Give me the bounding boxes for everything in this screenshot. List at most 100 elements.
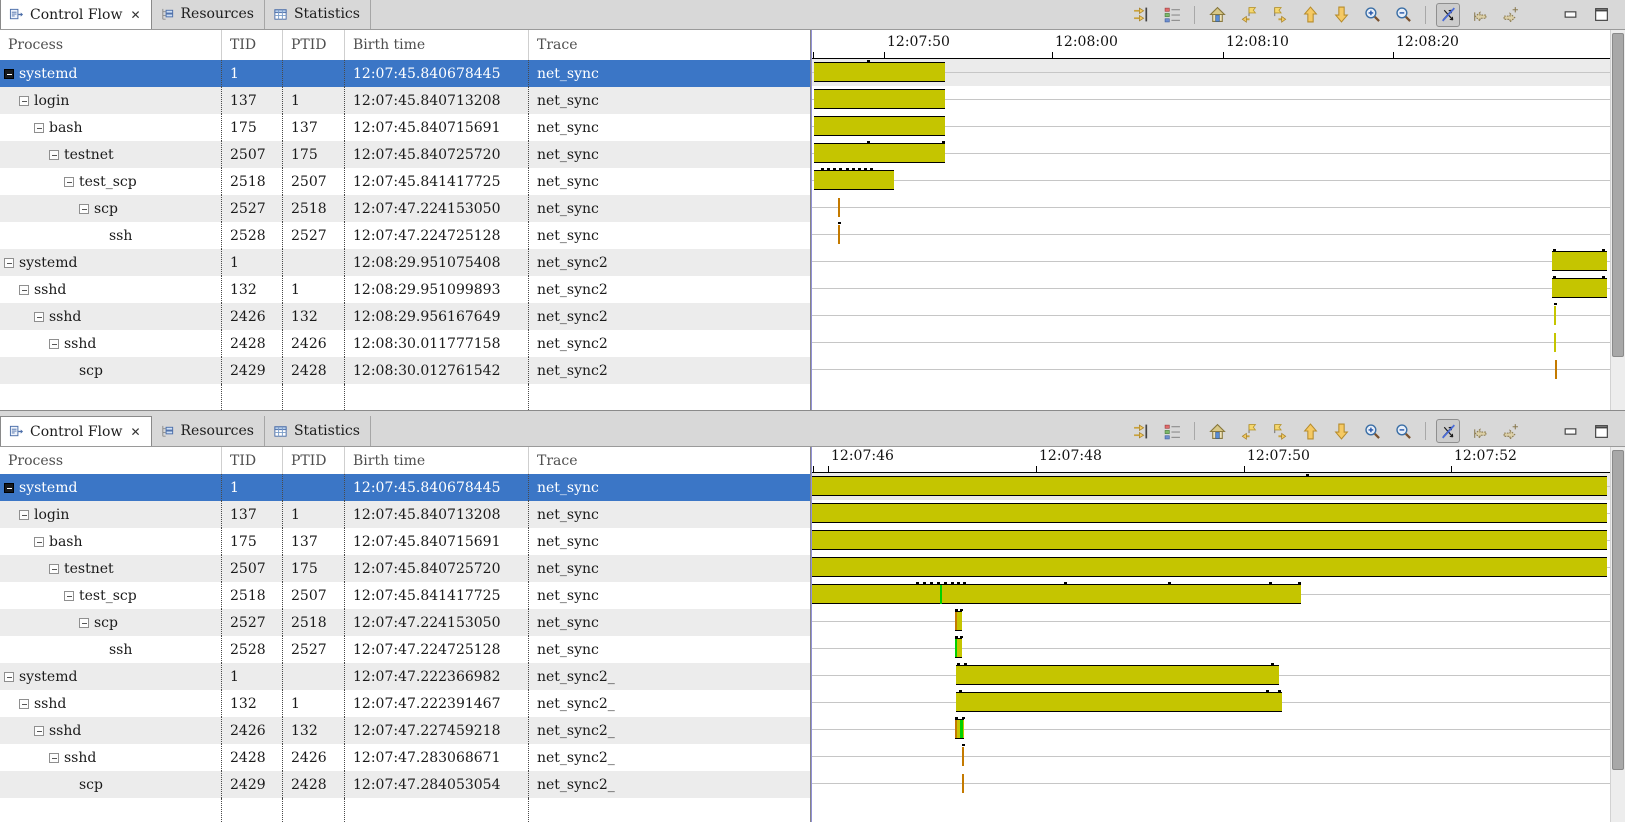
header-birth-time[interactable]: Birth time [345, 447, 529, 474]
collapse-toggle-icon[interactable] [49, 752, 59, 763]
short-state-mark[interactable] [1554, 306, 1556, 325]
state-bar[interactable] [1552, 251, 1607, 271]
table-row[interactable]: systemd 1 12:07:47.222366982 net_sync2_ [0, 663, 810, 690]
tab-statistics[interactable]: Statistics [265, 416, 371, 446]
tab-control-flow[interactable]: Control Flow ✕ [0, 0, 152, 29]
minimize-icon[interactable] [1558, 419, 1582, 443]
table-row[interactable]: ssh 2528 2527 12:07:47.224725128 net_sync [0, 222, 810, 249]
collapse-toggle-icon[interactable] [34, 122, 44, 133]
home-icon[interactable] [1205, 419, 1229, 443]
table-row[interactable]: sshd 132 1 12:08:29.951099893 net_sync2 [0, 276, 810, 303]
collapse-toggle-icon[interactable] [19, 284, 29, 295]
state-bar[interactable] [955, 719, 964, 739]
table-row[interactable]: scp 2527 2518 12:07:47.224153050 net_sync [0, 609, 810, 636]
table-row[interactable]: sshd 2428 2426 12:07:47.283068671 net_sync2_ [0, 744, 810, 771]
state-bar[interactable] [812, 584, 1301, 604]
up-arrow-icon[interactable] [1298, 3, 1322, 27]
header-ptid[interactable]: PTID [283, 30, 345, 60]
state-bar[interactable] [812, 557, 1607, 577]
up-arrow-icon[interactable] [1298, 419, 1322, 443]
table-row[interactable]: systemd 1 12:08:29.951075408 net_sync2 [0, 249, 810, 276]
state-bar[interactable] [812, 530, 1607, 550]
table-row[interactable]: testnet 2507 175 12:07:45.840725720 net_sync [0, 141, 810, 168]
table-row[interactable]: testnet 2507 175 12:07:45.840725720 net_sync [0, 555, 810, 582]
state-bar[interactable] [814, 116, 945, 136]
state-bar[interactable] [814, 143, 945, 163]
down-arrow-icon[interactable] [1329, 419, 1353, 443]
scrollbar-thumb[interactable] [1612, 33, 1624, 357]
header-trace[interactable]: Trace [537, 37, 578, 53]
home-icon[interactable] [1205, 3, 1229, 27]
table-row[interactable]: bash 175 137 12:07:45.840715691 net_sync [0, 114, 810, 141]
collapse-toggle-icon[interactable] [34, 311, 44, 322]
zoom-out-icon[interactable] [1391, 419, 1415, 443]
table-row[interactable]: bash 175 137 12:07:45.840715691 net_sync [0, 528, 810, 555]
optimize-icon[interactable] [1129, 3, 1153, 27]
close-icon[interactable]: ✕ [130, 424, 141, 439]
next-marker-icon[interactable] [1267, 419, 1291, 443]
collapse-toggle-icon[interactable] [19, 698, 29, 709]
header-tid[interactable]: TID [222, 30, 283, 60]
state-bar[interactable] [814, 170, 894, 190]
short-state-mark[interactable] [962, 747, 964, 766]
maximize-icon[interactable] [1589, 3, 1613, 27]
table-row[interactable]: test_scp 2518 2507 12:07:45.841417725 net_sy… [0, 168, 810, 195]
short-state-mark[interactable] [838, 198, 840, 217]
header-process[interactable]: Process [0, 447, 222, 474]
vertical-scrollbar[interactable] [1610, 30, 1625, 410]
hide-arrows-icon[interactable] [1436, 419, 1460, 443]
table-row[interactable]: sshd 2426 132 12:08:29.956167649 net_sync2 [0, 303, 810, 330]
down-arrow-icon[interactable] [1329, 3, 1353, 27]
table-row[interactable]: sshd 132 1 12:07:47.222391467 net_sync2_ [0, 690, 810, 717]
collapse-toggle-icon[interactable] [49, 563, 59, 574]
scrollbar-thumb[interactable] [1612, 450, 1624, 770]
collapse-toggle-icon[interactable] [4, 482, 14, 493]
collapse-toggle-icon[interactable] [79, 617, 89, 628]
prev-marker-icon[interactable] [1236, 3, 1260, 27]
maximize-icon[interactable] [1589, 419, 1613, 443]
prev-marker-icon[interactable] [1236, 419, 1260, 443]
collapse-toggle-icon[interactable] [4, 671, 14, 682]
follow-backward-icon[interactable] [1467, 3, 1491, 27]
optimize-icon[interactable] [1129, 419, 1153, 443]
table-row[interactable]: scp 2527 2518 12:07:47.224153050 net_sync [0, 195, 810, 222]
next-marker-icon[interactable] [1267, 3, 1291, 27]
follow-forward-icon[interactable] [1498, 3, 1522, 27]
zoom-in-icon[interactable] [1360, 419, 1384, 443]
header-trace[interactable]: Trace [537, 452, 578, 469]
follow-forward-icon[interactable] [1498, 419, 1522, 443]
table-row[interactable]: login 137 1 12:07:45.840713208 net_sync [0, 501, 810, 528]
state-bar[interactable] [956, 665, 1279, 685]
short-state-mark[interactable] [1555, 360, 1557, 379]
header-ptid[interactable]: PTID [283, 447, 345, 474]
collapse-toggle-icon[interactable] [34, 725, 44, 736]
collapse-toggle-icon[interactable] [4, 68, 14, 79]
tab-control-flow[interactable]: Control Flow ✕ [0, 416, 152, 446]
table-row[interactable]: test_scp 2518 2507 12:07:45.841417725 net_sy… [0, 582, 810, 609]
header-tid[interactable]: TID [222, 447, 283, 474]
state-bar[interactable] [1552, 278, 1607, 298]
state-bar[interactable] [814, 62, 945, 82]
state-bar[interactable] [956, 692, 1282, 712]
minimize-icon[interactable] [1558, 3, 1582, 27]
short-state-mark[interactable] [962, 774, 964, 793]
collapse-toggle-icon[interactable] [19, 95, 29, 106]
collapse-toggle-icon[interactable] [49, 338, 59, 349]
short-state-mark[interactable] [1554, 333, 1556, 352]
tab-resources[interactable]: Resources [152, 0, 265, 29]
state-bar[interactable] [955, 638, 962, 658]
state-bar[interactable] [812, 503, 1607, 523]
hide-arrows-icon[interactable] [1436, 2, 1460, 27]
vertical-scrollbar[interactable] [1610, 447, 1625, 822]
header-birth-time[interactable]: Birth time [345, 30, 529, 60]
table-row[interactable]: login 137 1 12:07:45.840713208 net_sync [0, 87, 810, 114]
collapse-toggle-icon[interactable] [49, 149, 59, 160]
tab-resources[interactable]: Resources [152, 416, 265, 446]
follow-backward-icon[interactable] [1467, 419, 1491, 443]
state-bar[interactable] [814, 89, 945, 109]
table-row[interactable]: systemd 1 12:07:45.840678445 net_sync [0, 60, 810, 87]
zoom-out-icon[interactable] [1391, 3, 1415, 27]
header-process[interactable]: Process [0, 30, 222, 60]
table-row[interactable]: sshd 2428 2426 12:08:30.011777158 net_sync2 [0, 330, 810, 357]
collapse-toggle-icon[interactable] [19, 509, 29, 520]
